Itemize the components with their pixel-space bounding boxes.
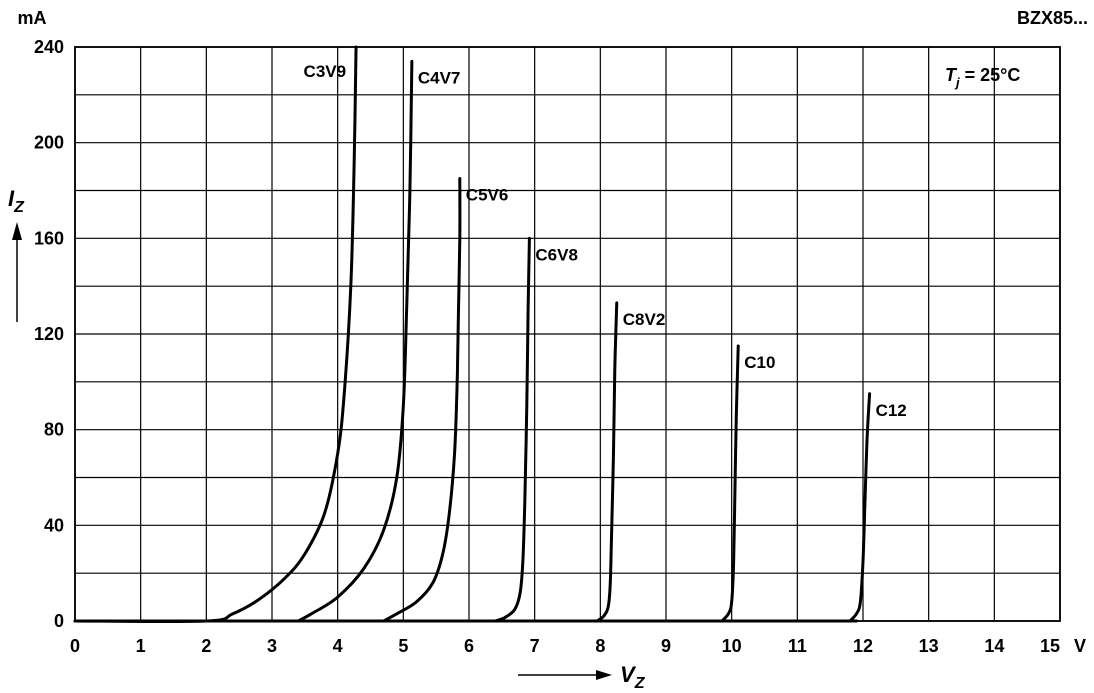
y-tick-label: 40 [44,515,64,535]
y-tick-label: 240 [34,37,64,57]
y-tick-label: 0 [54,611,64,631]
x-unit-label: V [1074,636,1086,656]
curve-c8v2 [595,301,619,623]
x-tick-label: 4 [333,636,343,656]
x-tick-label: 13 [919,636,939,656]
series-label-c3v9: C3V9 [304,62,347,81]
x-axis-label: VZ [620,662,646,692]
curve-c10 [720,344,740,623]
y-unit-label: mA [17,8,46,28]
series-label-c10: C10 [744,353,775,372]
series-label-c4v7: C4V7 [418,68,461,87]
curve-c5v6 [382,177,462,623]
x-tick-label: 3 [267,636,277,656]
x-tick-label: 8 [595,636,605,656]
y-axis-label: IZ [8,186,25,216]
x-axis-arrow-head [596,670,612,680]
curves: C3V9 C4V7 C5V6 C6V8 C8V2 C10 C12 [73,45,907,624]
x-tick-label: 5 [398,636,408,656]
curve-c12 [848,392,872,623]
x-tick-label: 1 [136,636,146,656]
temperature-symbol: T [945,65,958,85]
x-tick-label: 6 [464,636,474,656]
curve-c4v7 [296,59,414,623]
x-tick-label: 14 [984,636,1004,656]
series-label-c5v6: C5V6 [466,186,509,205]
x-tick-label: 9 [661,636,671,656]
temperature-annotation: Tj = 25°C [945,65,1020,90]
x-tick-label: 12 [853,636,873,656]
x-tick-label: 11 [788,636,807,656]
part-number: BZX85... [1017,8,1088,28]
curve-c3v9 [73,45,358,624]
temperature-subscript: j [954,75,960,90]
series-label-c8v2: C8V2 [623,310,666,329]
curve-c6v8 [493,236,531,623]
y-axis-arrow-head [12,222,22,240]
x-tick-label: 7 [530,636,540,656]
y-tick-label: 200 [34,133,64,153]
x-axis-symbol: V [620,662,637,687]
y-axis-subscript: Z [13,199,25,216]
x-tick-label: 2 [201,636,211,656]
x-tick-label: 15 [1040,636,1060,656]
y-axis-symbol: I [8,186,15,211]
series-label-c12: C12 [876,401,907,420]
y-tick-label: 80 [44,420,64,440]
grid [74,46,1061,622]
x-tick-label: 10 [722,636,742,656]
y-tick-label: 160 [34,228,64,248]
y-tick-label: 120 [34,324,64,344]
series-label-c6v8: C6V8 [535,245,578,264]
x-axis-subscript: Z [634,675,646,692]
temperature-value: = 25°C [960,65,1021,85]
x-tick-label: 0 [70,636,80,656]
